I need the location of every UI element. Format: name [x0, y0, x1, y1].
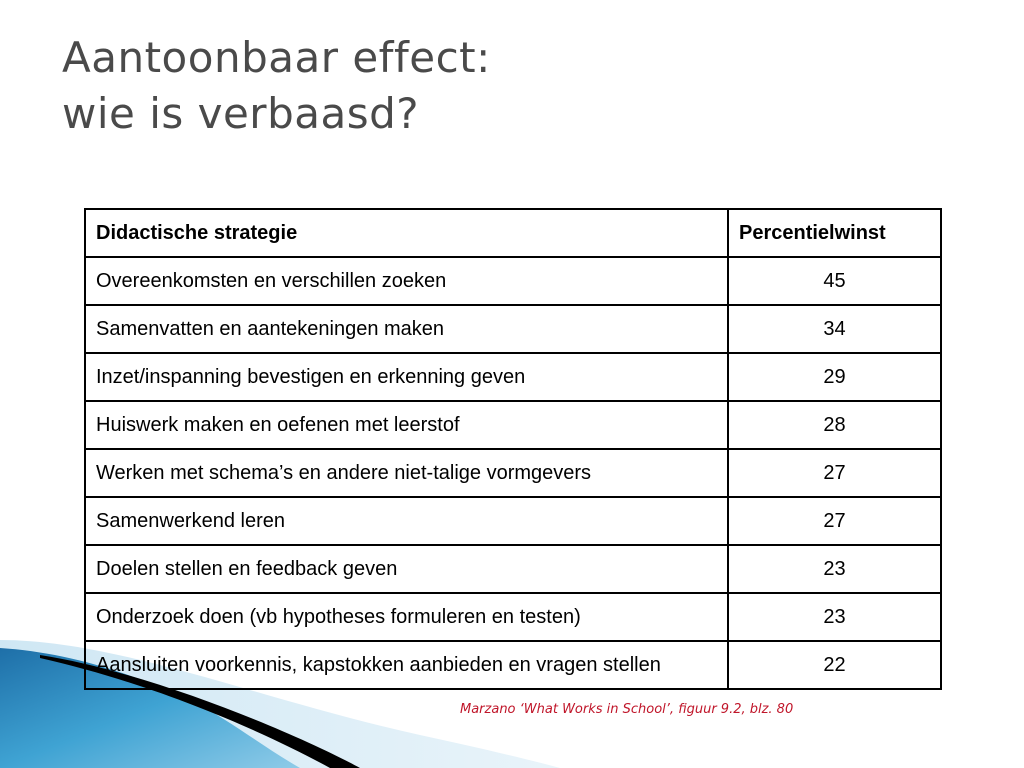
strategy-cell: Overeenkomsten en verschillen zoeken	[84, 256, 729, 306]
table-row: Overeenkomsten en verschillen zoeken 45	[84, 256, 942, 306]
percentile-cell: 28	[727, 400, 942, 450]
header-strategy: Didactische strategie	[84, 208, 729, 258]
percentile-cell: 29	[727, 352, 942, 402]
strategy-cell: Inzet/inspanning bevestigen en erkenning…	[84, 352, 729, 402]
table-row: Aansluiten voorkennis, kapstokken aanbie…	[84, 640, 942, 690]
table-row: Inzet/inspanning bevestigen en erkenning…	[84, 352, 942, 402]
strategy-cell: Huiswerk maken en oefenen met leerstof	[84, 400, 729, 450]
strategy-cell: Samenvatten en aantekeningen maken	[84, 304, 729, 354]
table-row: Onderzoek doen (vb hypotheses formuleren…	[84, 592, 942, 642]
percentile-cell: 27	[727, 496, 942, 546]
table-row: Samenwerkend leren 27	[84, 496, 942, 546]
slide-title: Aantoonbaar effect: wie is verbaasd?	[62, 30, 491, 142]
source-citation: Marzano ‘What Works in School’, figuur 9…	[460, 702, 794, 717]
strategy-cell: Onderzoek doen (vb hypotheses formuleren…	[84, 592, 729, 642]
strategy-table: Didactische strategie Percentielwinst Ov…	[84, 208, 942, 690]
percentile-cell: 45	[727, 256, 942, 306]
percentile-cell: 23	[727, 592, 942, 642]
strategy-cell: Samenwerkend leren	[84, 496, 729, 546]
header-percentile: Percentielwinst	[727, 208, 942, 258]
percentile-cell: 34	[727, 304, 942, 354]
table-row: Werken met schema’s en andere niet-talig…	[84, 448, 942, 498]
table-row: Huiswerk maken en oefenen met leerstof 2…	[84, 400, 942, 450]
percentile-cell: 22	[727, 640, 942, 690]
table-row: Doelen stellen en feedback geven 23	[84, 544, 942, 594]
title-line-2: wie is verbaasd?	[62, 89, 420, 138]
table-header-row: Didactische strategie Percentielwinst	[84, 208, 942, 258]
strategy-cell: Werken met schema’s en andere niet-talig…	[84, 448, 729, 498]
table-row: Samenvatten en aantekeningen maken 34	[84, 304, 942, 354]
percentile-cell: 27	[727, 448, 942, 498]
strategy-cell: Aansluiten voorkennis, kapstokken aanbie…	[84, 640, 729, 690]
percentile-cell: 23	[727, 544, 942, 594]
strategy-cell: Doelen stellen en feedback geven	[84, 544, 729, 594]
title-line-1: Aantoonbaar effect:	[62, 33, 491, 82]
